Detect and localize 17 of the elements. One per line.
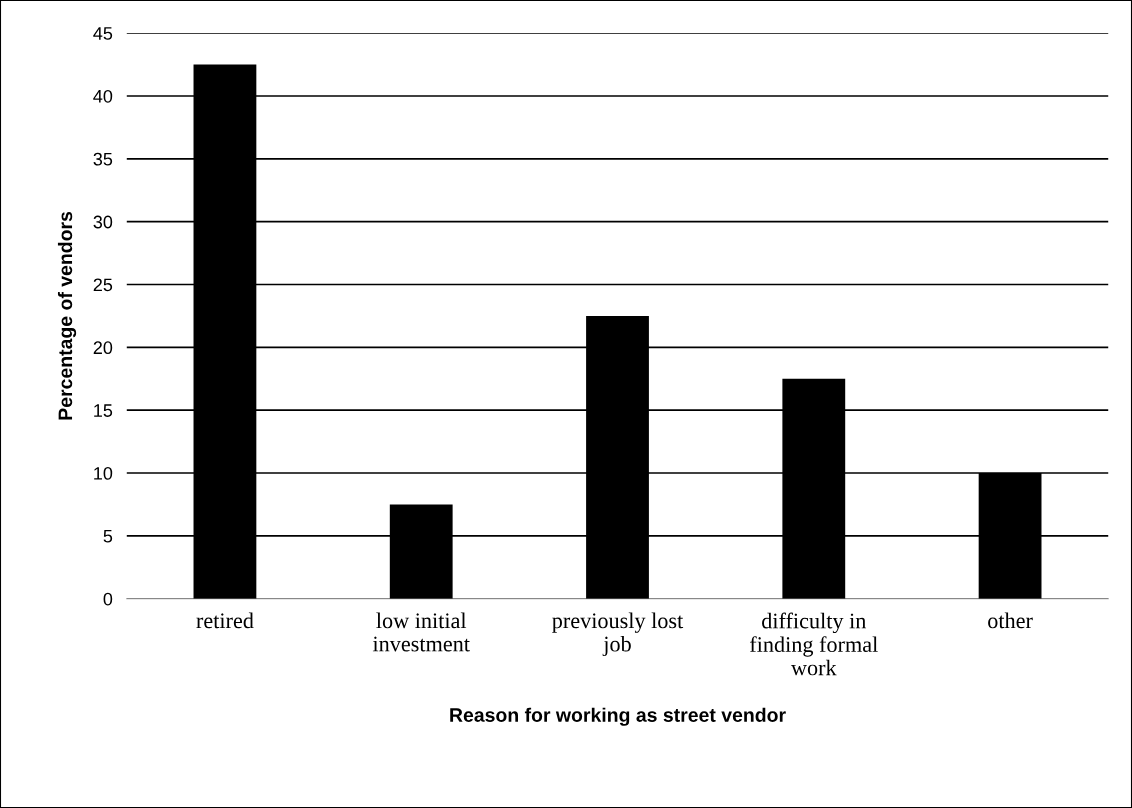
x-tick-label: previously lost job: [552, 612, 684, 657]
y-axis-title: Percentage of vendors: [57, 211, 77, 420]
y-tick-label: 0: [103, 592, 113, 606]
y-tick-label: 35: [93, 152, 113, 166]
y-tick-label: 45: [93, 27, 113, 40]
y-tick-label: 5: [103, 530, 113, 543]
y-tick-label: 25: [93, 278, 113, 292]
y-tick-label: 30: [93, 215, 113, 229]
x-tick-label: low initial investment: [372, 612, 470, 652]
y-tick-label: 15: [94, 404, 113, 417]
x-tick-label: retired: [196, 612, 254, 629]
y-tick-label: 20: [93, 341, 113, 355]
y-tick-label: 10: [94, 466, 113, 480]
y-tick-label: 40: [93, 89, 113, 103]
x-tick-label: difficulty in finding formal work: [749, 612, 878, 676]
x-axis-title: Reason for working as street vendor: [450, 707, 786, 726]
x-tick-label: other: [988, 612, 1033, 629]
